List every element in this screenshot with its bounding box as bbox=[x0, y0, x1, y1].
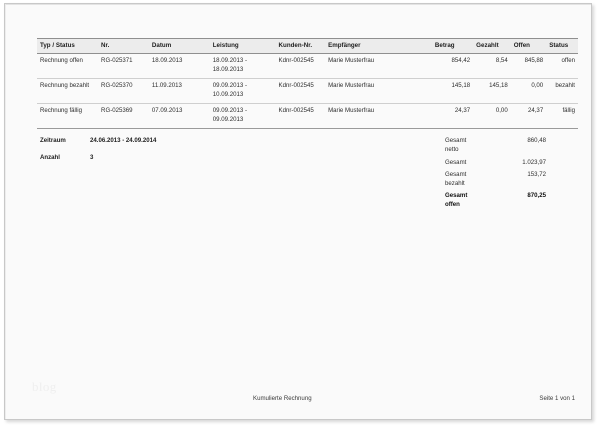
document-page: Typ / Status Nr. Datum Leistung Kunden-N… bbox=[4, 3, 592, 420]
total-value-bezahlt: 153,72 bbox=[527, 170, 546, 178]
cell-empfaenger: Marie Musterfrau bbox=[325, 78, 432, 105]
cell-typ: Rechnung fällig bbox=[37, 103, 99, 130]
column-header-status[interactable]: Status bbox=[546, 38, 578, 54]
footer-title: Kumulierte Rechnung bbox=[253, 395, 312, 402]
table-row[interactable]: Rechnung fällig RG-025369 07.09.2013 09.… bbox=[37, 103, 578, 130]
invoices-table: Typ / Status Nr. Datum Leistung Kunden-N… bbox=[37, 38, 578, 130]
leistung-from: 18.09.2013 - bbox=[212, 56, 247, 64]
page-inner-surface: Typ / Status Nr. Datum Leistung Kunden-N… bbox=[5, 4, 591, 419]
total-row-netto: Gesamt netto 860,48 bbox=[445, 137, 578, 155]
watermark: blog bbox=[32, 379, 57, 394]
column-header-datum[interactable]: Datum bbox=[148, 38, 210, 54]
leistung-to: 18.09.2013 bbox=[212, 65, 244, 73]
cell-typ: Rechnung bezahlt bbox=[37, 78, 99, 105]
column-header-typ[interactable]: Typ / Status bbox=[37, 38, 99, 54]
summary-row-anzahl: Anzahl 3 bbox=[40, 154, 290, 161]
total-label-line1: Gesamt bbox=[445, 170, 467, 178]
total-label-line2: bezahlt bbox=[445, 179, 465, 187]
status-badge: offen bbox=[546, 53, 578, 79]
summary-left-block: Zeitraum 24.06.2013 - 24.09.2014 Anzahl … bbox=[40, 137, 290, 170]
summary-row-zeitraum: Zeitraum 24.06.2013 - 24.09.2014 bbox=[40, 137, 290, 144]
cell-empfaenger: Marie Musterfrau bbox=[325, 103, 432, 130]
total-value-offen: 870,25 bbox=[527, 192, 546, 200]
cell-leistung: 09.09.2013 - 09.09.2013 bbox=[209, 103, 276, 130]
cell-nr: RG-025371 bbox=[98, 53, 149, 79]
total-label-line1: Gesamt bbox=[445, 137, 467, 145]
leistung-to: 10.09.2013 bbox=[212, 90, 244, 98]
total-label-netto: Gesamt netto bbox=[445, 137, 490, 155]
column-header-leistung[interactable]: Leistung bbox=[209, 38, 276, 54]
footer-page-number: Seite 1 von 1 bbox=[539, 395, 575, 402]
column-header-empfaenger[interactable]: Empfänger bbox=[325, 38, 432, 54]
leistung-from: 09.09.2013 - bbox=[212, 107, 247, 115]
cell-leistung: 09.09.2013 - 10.09.2013 bbox=[209, 78, 276, 105]
report-content: Typ / Status Nr. Datum Leistung Kunden-N… bbox=[37, 38, 578, 208]
total-label-offen: Gesamt offen bbox=[445, 192, 490, 210]
summary-label-anzahl: Anzahl bbox=[40, 153, 60, 161]
cell-betrag: 145,18 bbox=[431, 78, 474, 105]
cell-betrag: 854,42 bbox=[431, 53, 474, 79]
total-label-bezahlt: Gesamt bezahlt bbox=[445, 171, 490, 189]
total-label-line1: Gesamt bbox=[445, 192, 468, 200]
table-body: Rechnung offen RG-025371 18.09.2013 18.0… bbox=[37, 53, 578, 130]
cell-offen: 0,00 bbox=[510, 78, 547, 105]
column-header-nr[interactable]: Nr. bbox=[98, 38, 149, 54]
total-value-gesamt: 1.023,97 bbox=[522, 158, 546, 166]
cell-typ: Rechnung offen bbox=[37, 53, 99, 79]
total-row-offen: Gesamt offen 870,25 bbox=[445, 192, 578, 210]
cell-datum: 11.09.2013 bbox=[148, 78, 210, 105]
cell-empfaenger: Marie Musterfrau bbox=[325, 53, 432, 79]
totals-block: Gesamt netto 860,48 Gesamt 1.023,97 bbox=[445, 137, 578, 213]
total-row-bezahlt: Gesamt bezahlt 153,72 bbox=[445, 171, 578, 189]
leistung-from: 09.09.2013 - bbox=[212, 82, 247, 89]
status-badge: fällig bbox=[546, 103, 578, 130]
cell-kundennr: Kdnr-002545 bbox=[275, 78, 326, 105]
table-header: Typ / Status Nr. Datum Leistung Kunden-N… bbox=[37, 38, 578, 54]
cell-datum: 07.09.2013 bbox=[148, 103, 210, 130]
summary-label-zeitraum: Zeitraum bbox=[40, 137, 66, 145]
table-row[interactable]: Rechnung bezahlt RG-025370 11.09.2013 09… bbox=[37, 78, 578, 105]
cell-datum: 18.09.2013 bbox=[148, 53, 210, 79]
table-header-row: Typ / Status Nr. Datum Leistung Kunden-N… bbox=[37, 38, 578, 54]
cell-gezahlt: 8,54 bbox=[473, 53, 511, 79]
cell-betrag: 24,37 bbox=[431, 103, 474, 130]
status-badge: bezahlt bbox=[546, 78, 578, 105]
cell-kundennr: Kdnr-002545 bbox=[275, 103, 326, 130]
column-header-kundennr[interactable]: Kunden-Nr. bbox=[275, 38, 326, 54]
total-value-netto: 860,48 bbox=[527, 137, 546, 145]
cell-nr: RG-025370 bbox=[98, 78, 149, 105]
cell-offen: 845,88 bbox=[510, 53, 547, 79]
total-label-line1: Gesamt bbox=[445, 158, 467, 166]
leistung-to: 09.09.2013 bbox=[212, 116, 244, 124]
table-row[interactable]: Rechnung offen RG-025371 18.09.2013 18.0… bbox=[37, 53, 578, 79]
cell-leistung: 18.09.2013 - 18.09.2013 bbox=[209, 53, 276, 79]
summary-value-zeitraum: 24.06.2013 - 24.09.2014 bbox=[90, 137, 157, 145]
cell-gezahlt: 145,18 bbox=[473, 78, 511, 105]
total-label-line2: offen bbox=[445, 201, 460, 209]
cell-gezahlt: 0,00 bbox=[473, 103, 511, 130]
total-row-gesamt: Gesamt 1.023,97 bbox=[445, 159, 578, 168]
column-header-offen[interactable]: Offen bbox=[510, 38, 547, 54]
column-header-betrag[interactable]: Betrag bbox=[431, 38, 474, 54]
column-header-gezahlt[interactable]: Gezahlt bbox=[473, 38, 511, 54]
cell-kundennr: Kdnr-002545 bbox=[275, 53, 326, 79]
summary-value-anzahl: 3 bbox=[90, 153, 94, 161]
cell-nr: RG-025369 bbox=[98, 103, 149, 130]
total-label-gesamt: Gesamt bbox=[445, 159, 490, 168]
total-label-line2: netto bbox=[445, 146, 459, 154]
cell-offen: 24,37 bbox=[510, 103, 547, 130]
